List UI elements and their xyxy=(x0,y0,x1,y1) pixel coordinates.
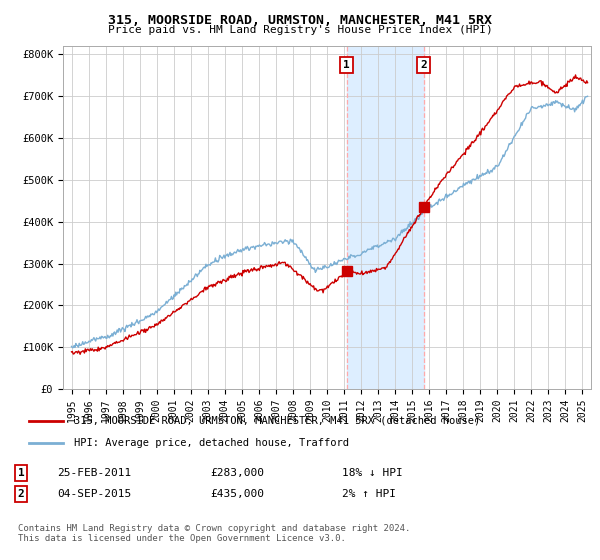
Text: £283,000: £283,000 xyxy=(210,468,264,478)
Text: 18% ↓ HPI: 18% ↓ HPI xyxy=(342,468,403,478)
Text: 315, MOORSIDE ROAD, URMSTON, MANCHESTER, M41 5RX: 315, MOORSIDE ROAD, URMSTON, MANCHESTER,… xyxy=(108,14,492,27)
Text: Contains HM Land Registry data © Crown copyright and database right 2024.
This d: Contains HM Land Registry data © Crown c… xyxy=(18,524,410,543)
Text: 25-FEB-2011: 25-FEB-2011 xyxy=(57,468,131,478)
Text: 1: 1 xyxy=(17,468,25,478)
Text: HPI: Average price, detached house, Trafford: HPI: Average price, detached house, Traf… xyxy=(74,437,349,447)
Text: 04-SEP-2015: 04-SEP-2015 xyxy=(57,489,131,499)
Text: 2: 2 xyxy=(420,60,427,70)
Text: 1: 1 xyxy=(343,60,350,70)
Text: 315, MOORSIDE ROAD, URMSTON, MANCHESTER, M41 5RX (detached house): 315, MOORSIDE ROAD, URMSTON, MANCHESTER,… xyxy=(74,416,481,426)
Text: £435,000: £435,000 xyxy=(210,489,264,499)
Bar xyxy=(347,46,424,389)
Text: Price paid vs. HM Land Registry's House Price Index (HPI): Price paid vs. HM Land Registry's House … xyxy=(107,25,493,35)
Text: 2% ↑ HPI: 2% ↑ HPI xyxy=(342,489,396,499)
Text: 2: 2 xyxy=(17,489,25,499)
